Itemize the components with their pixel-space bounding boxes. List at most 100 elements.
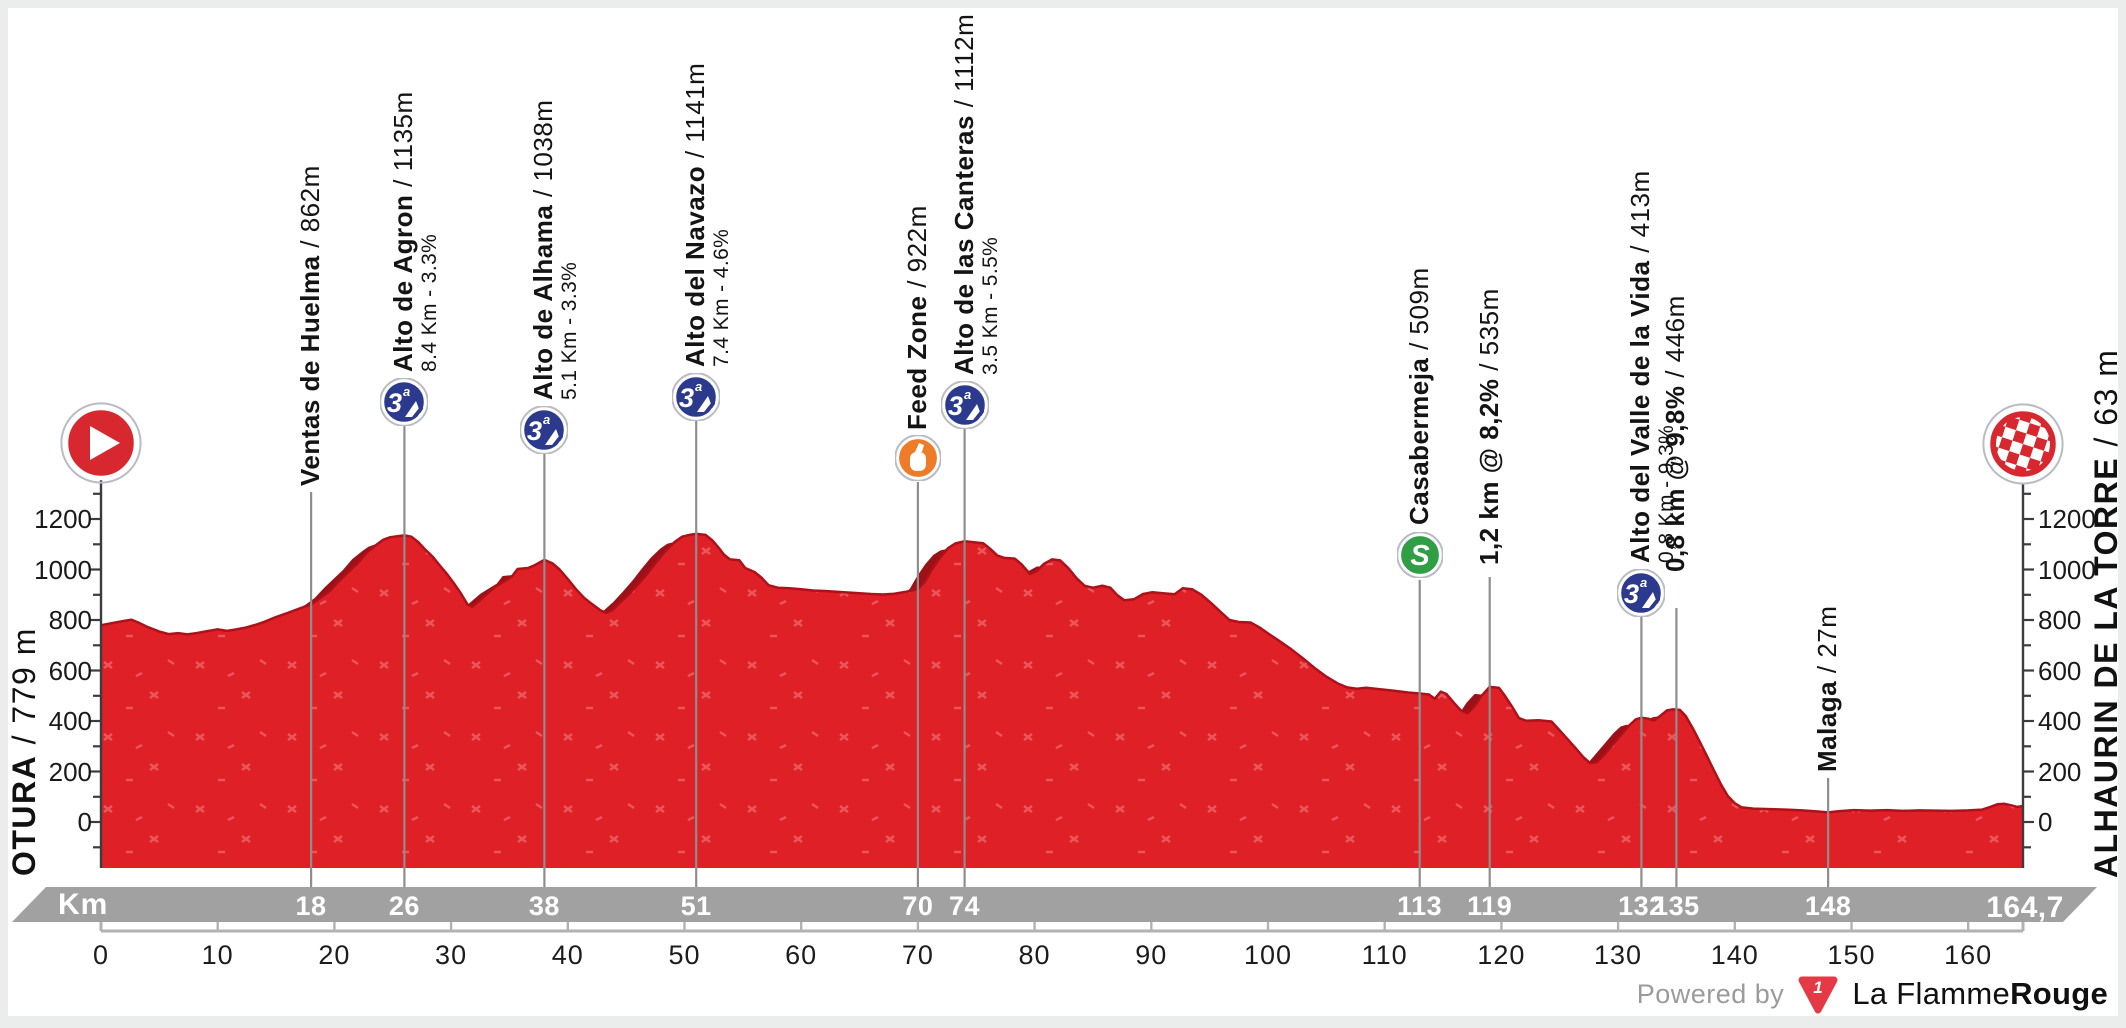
x-axis-tick-label: 160 [1944, 940, 1993, 970]
km-bar-total-distance: 164,7 [1986, 891, 2064, 924]
x-axis-tick-label: 110 [1361, 940, 1408, 970]
waypoint-title: Ventas de Huelma / 862m [295, 165, 326, 486]
feed-zone-icon [894, 434, 942, 486]
x-axis-tick-label: 50 [668, 940, 701, 970]
stage-finish-icon [1981, 402, 2065, 491]
branding-row: Powered by 1 La FlammeRouge [1637, 972, 2108, 1016]
x-axis-tick-label: 40 [551, 940, 584, 970]
km-bar-shape [12, 887, 2097, 922]
waypoint-title: Alto de Agron / 1135m [388, 91, 419, 372]
x-axis-tick-label: 150 [1827, 940, 1876, 970]
waypoint-subtitle: 7.4 Km - 4.6% [710, 228, 734, 367]
km-bar-waypoint-distance: 18 [295, 891, 327, 921]
waypoint-title: Alto de Alhama / 1038m [528, 99, 559, 400]
svg-text:S: S [1410, 540, 1430, 572]
waypoint-label: 0,8 km @ 9,8% / 446m [1660, 295, 1691, 572]
km-bar-waypoint-distance: 113 [1397, 891, 1443, 921]
la-flamme-rouge-logo-icon: 1 [1798, 976, 1838, 1014]
svg-text:a: a [964, 387, 971, 402]
x-axis-tick-label: 10 [201, 940, 234, 970]
waypoint-title: Casabermeja / 509m [1403, 267, 1434, 525]
km-bar-waypoint-distance: 70 [902, 891, 934, 921]
svg-text:3: 3 [679, 383, 694, 413]
y-axis-tick-label-right: 0 [2038, 807, 2053, 837]
x-axis-tick-label: 20 [318, 940, 351, 970]
x-axis-tick-label: 130 [1594, 940, 1643, 970]
waypoint-title: Feed Zone / 922m [901, 205, 932, 430]
waypoint-label: 1,2 km @ 8,2% / 535m [1473, 288, 1504, 565]
km-bar-waypoint-distance: 148 [1804, 891, 1852, 921]
svg-text:a: a [1640, 575, 1647, 590]
waypoint-label: Alto del Navazo / 1141m 7.4 Km - 4.6% [680, 62, 734, 367]
brand-name: La FlammeRouge [1852, 976, 2108, 1011]
km-bar-waypoint-distance: 132 [1618, 891, 1665, 921]
waypoint-subtitle: 8.4 Km - 3.3% [418, 233, 442, 372]
x-axis-tick-label: 80 [1018, 940, 1051, 970]
waypoint-title: Alto de las Canteras / 1112m [948, 13, 979, 375]
km-bar-waypoint-distance: 26 [388, 891, 420, 921]
waypoint-label: Alto de las Canteras / 1112m 3.5 Km - 5.5… [948, 13, 1002, 375]
waypoint-label: Alto de Alhama / 1038m 5.1 Km - 3.3% [528, 99, 582, 400]
y-axis-tick-label-left: 600 [48, 655, 92, 686]
km-bar-waypoint-distance: 51 [680, 891, 712, 921]
waypoint-title: 0,8 km @ 9,8% / 446m [1660, 295, 1691, 572]
svg-text:a: a [695, 379, 702, 394]
x-axis-tick-label: 120 [1477, 940, 1526, 970]
svg-text:3: 3 [948, 391, 963, 421]
elevation-area [101, 532, 2023, 868]
y-axis-tick-label-right: 600 [2038, 655, 2082, 686]
x-axis-tick-label: 0 [92, 940, 110, 970]
x-axis-tick-label: 60 [785, 940, 818, 970]
y-axis-tick-label-left: 400 [48, 706, 92, 736]
y-axis-tick-label-left: 1200 [34, 504, 92, 534]
y-axis-tick-label-left: 800 [48, 605, 92, 635]
y-axis-tick-label-right: 400 [2038, 706, 2082, 736]
waypoint-subtitle: 3.5 Km - 5.5% [978, 236, 1002, 375]
y-axis-tick-label-left: 1000 [34, 554, 92, 585]
powered-by-text: Powered by [1636, 978, 1785, 1009]
x-axis-tick-label: 140 [1710, 940, 1759, 970]
waypoint-label: Alto de Agron / 1135m 8.4 Km - 3.3% [388, 91, 442, 372]
waypoint-title: Malaga / 27m [1812, 605, 1843, 772]
svg-text:a: a [543, 412, 550, 427]
x-axis-tick-label: 90 [1135, 940, 1168, 970]
stage-start-icon [59, 401, 143, 490]
waypoint-subtitle: 5.1 Km - 3.3% [558, 261, 582, 400]
y-axis-tick-label-left: 200 [48, 756, 92, 787]
y-axis-tick-label-right: 200 [2038, 756, 2082, 787]
waypoint-label: Casabermeja / 509m [1403, 267, 1434, 525]
y-axis-tick-label-right: 1000 [2038, 554, 2096, 585]
waypoint-label: Ventas de Huelma / 862m [295, 165, 326, 486]
km-bar-unit-label: Km [58, 888, 109, 921]
km-bar-waypoint-distance: 74 [949, 891, 981, 921]
waypoint-label: Feed Zone / 922m [901, 205, 932, 430]
logo-number: 1 [1814, 978, 1823, 997]
km-bar-waypoint-distance: 119 [1467, 891, 1513, 921]
svg-text:3: 3 [387, 388, 402, 418]
y-axis-tick-label-right: 800 [2038, 605, 2082, 635]
finish-station-label: ALHAURIN DE LA TORRE / 63 m [2088, 348, 2124, 878]
sprint-icon: S [1395, 531, 1444, 583]
y-axis-tick-label-left: 0 [77, 807, 92, 837]
svg-text:a: a [403, 384, 410, 399]
km-bar-waypoint-distance: 38 [528, 891, 560, 921]
waypoint-title: Alto del Valle de la Vida / 413m [1625, 170, 1656, 563]
waypoint-label: Malaga / 27m [1812, 605, 1843, 772]
y-axis-tick-label-right: 1200 [2038, 504, 2096, 534]
waypoint-title: Alto del Navazo / 1141m [680, 62, 711, 367]
svg-text:3: 3 [527, 416, 542, 446]
km-bar: Km 18 26 38 51 70 74 113 119 132 135 148 164,7 [0, 887, 2126, 924]
km-bar-waypoint-distance: 135 [1653, 891, 1700, 921]
svg-text:3: 3 [1624, 579, 1639, 609]
waypoint-title: 1,2 km @ 8,2% / 535m [1473, 288, 1504, 565]
x-axis-tick-label: 30 [435, 940, 468, 970]
x-axis-tick-label: 100 [1243, 940, 1292, 970]
x-axis-tick-label: 70 [901, 940, 934, 970]
